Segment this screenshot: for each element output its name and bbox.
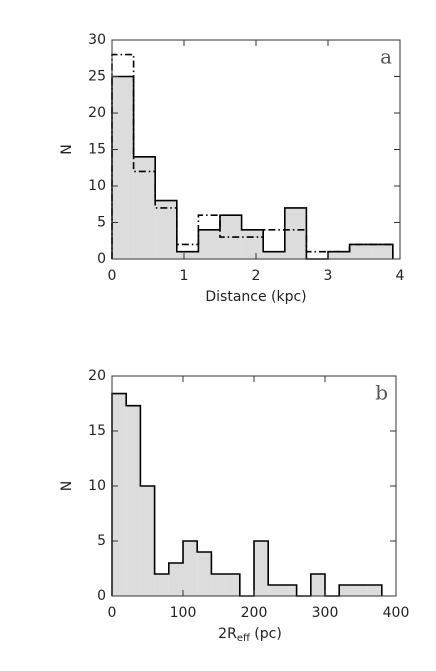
y-axis-label: N <box>59 144 75 154</box>
x-tick-label: 200 <box>241 605 268 621</box>
histogram-step-line <box>111 53 394 259</box>
x-axis-label: 2Reff (pc) <box>218 626 282 644</box>
y-tick-label: 20 <box>88 105 106 121</box>
y-tick-label: 5 <box>97 533 106 549</box>
x-axis-label-sub: eff <box>237 633 251 644</box>
bar <box>284 207 307 259</box>
x-tick-label: 100 <box>170 605 197 621</box>
bar <box>282 585 297 596</box>
bar <box>220 215 242 259</box>
bar <box>225 574 240 596</box>
bar <box>112 76 134 259</box>
x-tick-label: 2 <box>252 268 261 284</box>
bar <box>371 244 393 259</box>
bar <box>155 200 177 259</box>
bar <box>112 393 127 596</box>
bar <box>176 251 199 259</box>
x-tick-label: 400 <box>383 605 410 621</box>
bar <box>197 552 212 596</box>
bar <box>211 574 226 596</box>
y-tick-label: 10 <box>88 178 106 194</box>
y-tick-label: 25 <box>88 69 106 85</box>
bar <box>154 574 169 596</box>
corner-label: b <box>375 381 388 405</box>
bar <box>168 563 183 596</box>
y-tick-label: 15 <box>88 423 106 439</box>
bar <box>349 244 372 259</box>
y-tick-label: 5 <box>97 215 106 231</box>
x-tick-label: 3 <box>324 268 333 284</box>
x-tick-label: 0 <box>108 268 117 284</box>
bar <box>254 541 269 596</box>
x-tick-label: 1 <box>180 268 189 284</box>
bar <box>140 486 155 596</box>
bar <box>268 585 283 596</box>
bar <box>126 405 141 596</box>
corner-label: a <box>380 45 392 69</box>
bar <box>198 229 220 259</box>
y-tick-label: 10 <box>88 478 106 494</box>
x-axis-label: Distance (kpc) <box>205 289 306 305</box>
bar <box>183 541 198 596</box>
x-axis-label-main: 2R <box>218 626 237 642</box>
y-tick-label: 30 <box>88 32 106 48</box>
bar <box>339 585 354 596</box>
x-tick-label: 4 <box>396 268 405 284</box>
x-axis-label-tail: (pc) <box>250 626 282 642</box>
bar <box>133 156 156 259</box>
bar <box>353 585 368 596</box>
y-axis-label: N <box>59 481 75 491</box>
bar <box>310 574 325 596</box>
y-tick-label: 20 <box>88 368 106 384</box>
bar <box>328 251 350 259</box>
bar <box>263 251 285 259</box>
bar <box>367 585 382 596</box>
y-tick-label: 15 <box>88 142 106 158</box>
bar <box>241 229 264 259</box>
x-tick-label: 300 <box>312 605 339 621</box>
y-tick-label: 0 <box>97 588 106 604</box>
x-tick-label: 0 <box>108 605 117 621</box>
y-tick-label: 0 <box>97 251 106 267</box>
